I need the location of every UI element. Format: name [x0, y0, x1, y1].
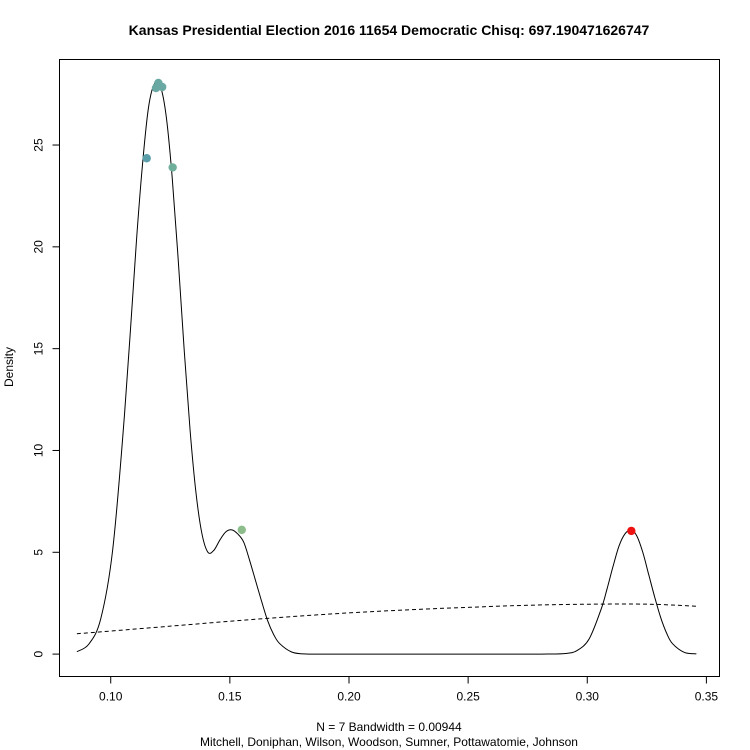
- y-tick-label: 10: [32, 443, 46, 457]
- y-tick-label: 15: [32, 342, 46, 356]
- y-tick-label: 0: [32, 650, 46, 657]
- x-tick-label: 0.10: [99, 690, 123, 704]
- plot-frame: [59, 59, 720, 677]
- x-tick-label: 0.30: [576, 690, 600, 704]
- dashed-density-line: [76, 603, 697, 635]
- x-axis-label: N = 7 Bandwidth = 0.00944: [316, 720, 462, 734]
- y-axis: 0 5 10 15 20 25: [32, 138, 60, 657]
- x-tick-label: 0.20: [337, 690, 361, 704]
- data-point: [157, 82, 167, 92]
- chart-title: Kansas Presidential Election 2016 11654 …: [129, 22, 650, 38]
- x-tick-label: 0.35: [695, 690, 719, 704]
- x-tick-label: 0.25: [456, 690, 480, 704]
- y-tick-label: 25: [32, 138, 46, 152]
- data-point: [142, 154, 151, 163]
- y-tick-label: 5: [32, 549, 46, 556]
- chart-subtitle: Mitchell, Doniphan, Wilson, Woodson, Sum…: [200, 735, 578, 749]
- x-tick-label: 0.15: [218, 690, 242, 704]
- data-point: [237, 525, 246, 535]
- y-tick-label: 20: [32, 240, 46, 254]
- y-axis-label: Density: [2, 347, 16, 387]
- data-point: [168, 163, 177, 172]
- points-layer: [142, 78, 636, 536]
- x-axis: 0.10 0.15 0.20 0.25 0.30 0.35: [99, 676, 719, 704]
- data-point: [627, 526, 636, 536]
